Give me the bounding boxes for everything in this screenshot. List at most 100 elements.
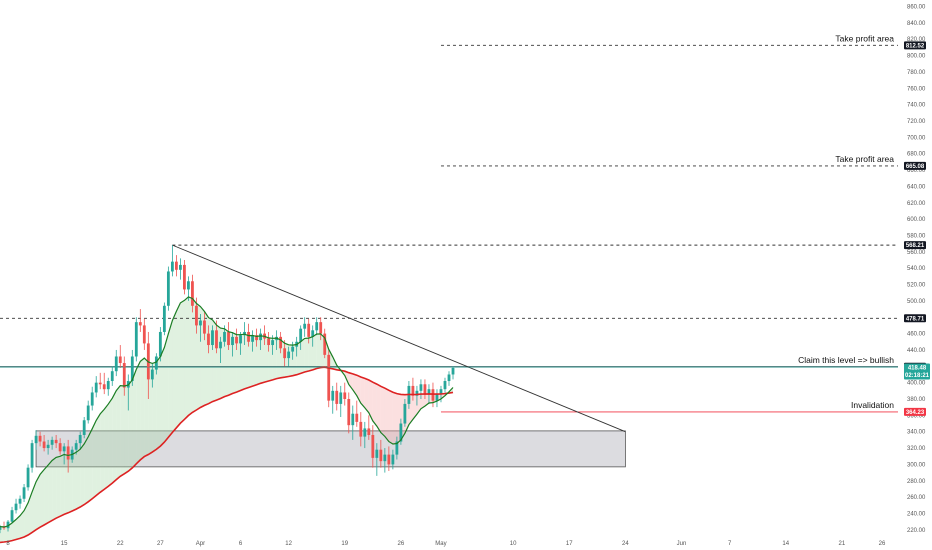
candlestick-layer [0,245,455,534]
x-tick-label: 26 [398,541,405,547]
ema-fill-segment [188,296,193,416]
candle-body [247,331,250,342]
candle-body [415,390,419,396]
candle-body [199,320,202,326]
y-tick-label: 660.00 [907,168,926,174]
candle-body [259,333,262,341]
ema-fill-segment [152,362,157,453]
candle-body [158,331,162,357]
ema-fill-segment [304,338,309,373]
candle-body [307,323,311,337]
candle-body [339,392,343,404]
y-tick-label: 740.00 [907,103,926,109]
ema-fill-segment [116,385,121,480]
candle-body [327,354,331,401]
candle-body [447,374,451,382]
ema-fill-segment [176,302,181,428]
current-price-badge [904,363,930,380]
candle-body [231,336,234,346]
ema-fill-segment [68,454,73,513]
ema-fill-segment [84,436,89,505]
price-badge [904,314,926,323]
candle-body [98,382,102,385]
ema-fill-segment [100,409,105,493]
x-tick-label: 24 [622,541,629,547]
ema-fill-segment [252,335,257,387]
ema-fill-segment [240,334,245,391]
ema-fill-segment [384,388,389,442]
x-tick-label: 12 [285,541,292,547]
y-tick-label: 820.00 [907,37,926,43]
candle-body [150,369,154,380]
candle-body [134,322,138,357]
candle-body [86,405,90,421]
ema-fill-segment [300,338,305,374]
ema-fill-segment [36,474,41,530]
price-level-label: Invalidation [851,400,894,410]
y-tick-label: 500.00 [907,299,926,305]
x-tick-label: 21 [839,541,846,547]
ema-fill-segment [264,336,269,383]
ema-fill-layer [0,296,454,543]
y-tick-label: 600.00 [907,217,926,223]
candle-body [451,367,455,375]
ema-fill-segment [312,334,317,370]
candle-body [18,498,22,504]
candle-body [427,389,431,395]
current-price-label: 418.48 [908,366,927,372]
ema-fill-segment [96,413,101,496]
y-tick-label: 700.00 [907,135,926,141]
candle-body [387,454,391,465]
moving-average-layer [0,296,454,544]
y-tick-label: 780.00 [907,70,926,76]
y-tick-label: 360.00 [907,413,926,419]
candle-body [110,371,114,382]
candle-body [331,390,335,401]
ema-fill-segment [40,469,45,528]
ema-fill-segment [44,465,49,525]
ema-fill-segment [292,344,297,376]
candle-body [351,413,355,426]
ema-fill-segment [56,456,61,519]
candle-body [10,510,14,522]
ema-fill-segment [192,298,197,413]
ema-fill-segment [48,460,53,523]
candle-body [187,281,190,290]
ema-fill-segment [124,385,129,474]
candle-body [162,305,166,332]
y-tick-label: 640.00 [907,184,926,190]
support-zone [35,430,626,468]
ema-fill-segment [368,380,373,421]
candle-body [58,443,62,452]
support-zone-layer [35,430,626,468]
trendline-layer [172,244,626,433]
candle-body [0,526,2,530]
y-axis: 220.00 240.00 260.00 280.00 300.00 320.00 340.… [907,5,926,534]
price-level-label: Take profit area [835,154,894,164]
price-level-label: Claim this level => bullish [798,355,894,365]
y-tick-label: 520.00 [907,283,926,289]
candle-body [166,271,170,306]
candle-body [66,446,70,460]
candle-body [239,335,242,344]
ema-fill-segment [244,334,249,389]
x-tick-label: 27 [157,541,164,547]
price-level-layer: Take profit area Take profit area Claim th… [0,33,898,413]
x-tick-label: 8 [6,541,10,547]
candle-body [323,333,327,355]
y-tick-label: 560.00 [907,250,926,256]
candle-body [223,331,226,342]
candle-body [363,428,367,437]
y-tick-label: 540.00 [907,266,926,272]
candle-body [78,434,82,444]
candle-body [170,261,174,272]
y-tick-label: 680.00 [907,152,926,158]
price-badge [904,241,926,250]
candle-body [227,331,230,346]
candle-body [299,328,303,342]
ema-fill-segment [308,336,313,372]
ema-fill-segment [20,510,25,539]
candle-body [403,403,407,424]
candle-body [283,348,287,359]
